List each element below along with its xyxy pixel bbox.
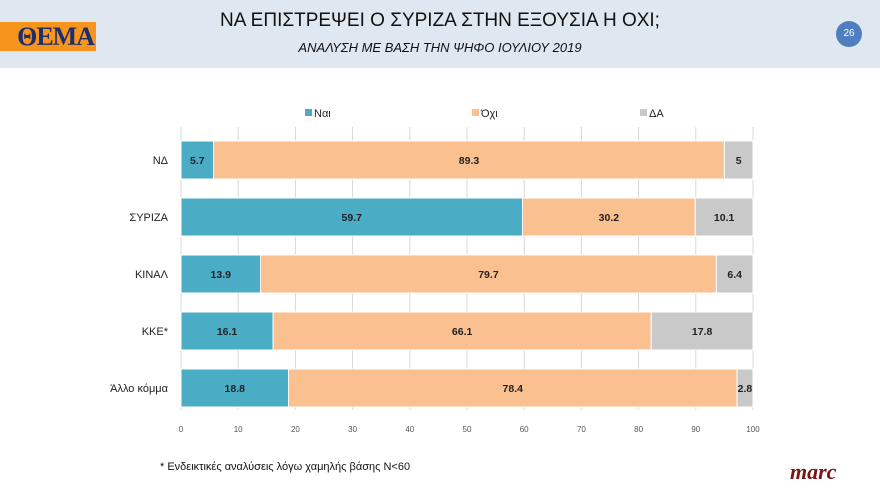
legend-label: ΔΑ [649, 108, 664, 120]
bar-segment [260, 254, 717, 294]
category-label: ΚΚΕ* [142, 326, 169, 338]
category-label: Άλλο κόμμα [110, 383, 169, 395]
bar-segment [180, 311, 274, 351]
bar-segment [694, 197, 754, 237]
bar-segment [180, 197, 523, 237]
category-label: ΣΥΡΙΖΑ [129, 212, 168, 224]
data-label: 30.2 [599, 212, 620, 224]
data-label: 18.8 [225, 383, 246, 395]
bar-segment [288, 368, 738, 408]
bar-segment [180, 368, 290, 408]
data-label: 16.1 [217, 326, 238, 338]
bar-segment [213, 140, 725, 180]
page-title: ΝΑ ΕΠΙΣΤΡΕΨΕΙ Ο ΣΥΡΙΖΑ ΣΤΗΝ ΕΞΟΥΣΙΑ Η ΟΧ… [220, 10, 660, 31]
data-label: 78.4 [503, 383, 524, 395]
data-label: 59.7 [342, 212, 363, 224]
thema-logo: ΘΕΜΑ [0, 22, 96, 51]
x-tick-label: 90 [691, 425, 700, 434]
data-label: 5.7 [190, 155, 205, 167]
bar-segment [723, 140, 754, 180]
page-subtitle: ΑΝΑΛΥΣΗ ΜΕ ΒΑΣΗ ΤΗΝ ΨΗΦΟ ΙΟΥΛΙΟΥ 2019 [298, 40, 582, 55]
legend-label: Όχι [480, 108, 498, 120]
bar-segment [736, 368, 754, 408]
x-tick-label: 60 [520, 425, 529, 434]
data-label: 2.8 [738, 383, 753, 395]
data-label: 79.7 [478, 269, 499, 281]
category-label: ΚΙΝΑΛ [135, 269, 169, 281]
page-number-badge: 26 [836, 21, 862, 47]
legend-swatch [640, 109, 647, 116]
x-tick-label: 100 [746, 425, 760, 434]
footnote: * Ενδεικτικές αναλύσεις λόγω χαμηλής βάσ… [160, 461, 411, 473]
category-label: ΝΔ [153, 155, 169, 167]
legend-label: Ναι [314, 108, 331, 120]
bar-segment [715, 254, 754, 294]
x-tick-label: 0 [179, 425, 184, 434]
x-tick-label: 50 [463, 425, 472, 434]
data-label: 10.1 [714, 212, 735, 224]
legend-swatch [305, 109, 312, 116]
header-band: ΘΕΜΑ ΝΑ ΕΠΙΣΤΡΕΨΕΙ Ο ΣΥΡΙΖΑ ΣΤΗΝ ΕΞΟΥΣΙΑ… [0, 0, 880, 68]
x-tick-label: 40 [405, 425, 414, 434]
data-label: 89.3 [459, 155, 480, 167]
data-label: 17.8 [692, 326, 713, 338]
data-label: 6.4 [727, 269, 742, 281]
data-label: 13.9 [211, 269, 232, 281]
legend-swatch [472, 109, 479, 116]
marc-logo: marc [790, 459, 837, 484]
data-label: 5 [736, 155, 742, 167]
bar-segment [650, 311, 754, 351]
x-tick-label: 30 [348, 425, 357, 434]
x-tick-label: 20 [291, 425, 300, 434]
data-label: 66.1 [452, 326, 473, 338]
x-tick-label: 70 [577, 425, 586, 434]
bar-segment [272, 311, 652, 351]
x-tick-label: 10 [234, 425, 243, 434]
x-tick-label: 80 [634, 425, 643, 434]
